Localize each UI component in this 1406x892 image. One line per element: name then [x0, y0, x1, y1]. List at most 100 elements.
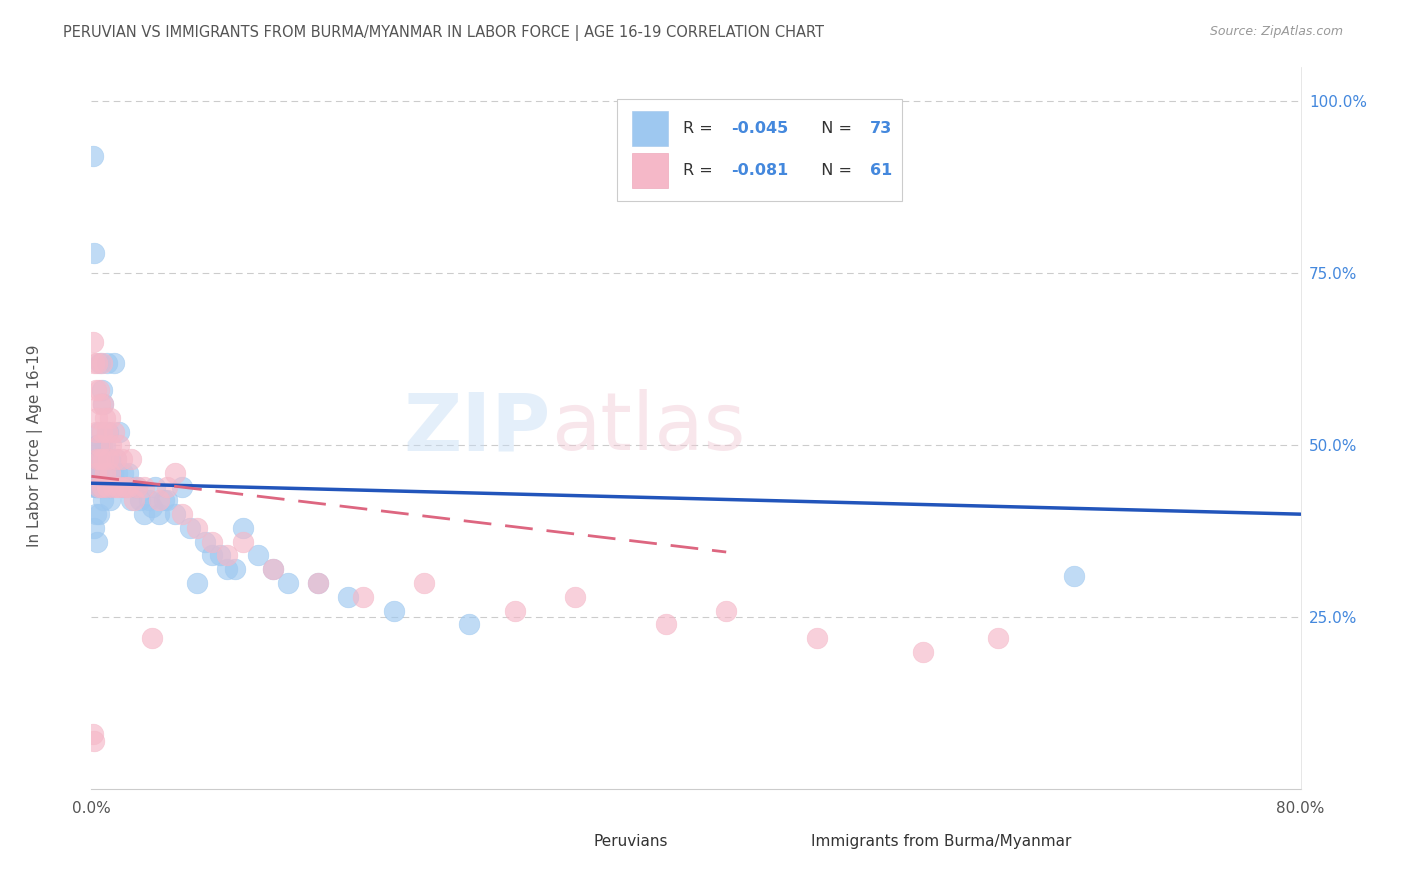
Point — [87, 438, 110, 452]
Point — [201, 534, 224, 549]
Point — [208, 549, 231, 563]
Point — [194, 534, 217, 549]
Point — [98, 466, 121, 480]
Point — [84, 425, 107, 439]
Point — [84, 452, 107, 467]
Point — [413, 576, 436, 591]
Point — [98, 452, 121, 467]
Point — [86, 410, 108, 425]
Text: 73: 73 — [870, 120, 893, 136]
Point — [87, 480, 110, 494]
Point — [217, 562, 239, 576]
Point — [101, 466, 124, 480]
Point — [97, 480, 120, 494]
Point — [128, 493, 150, 508]
Point — [94, 438, 117, 452]
Point — [103, 356, 125, 370]
Point — [82, 727, 104, 741]
Point — [94, 466, 117, 480]
Text: Immigrants from Burma/Myanmar: Immigrants from Burma/Myanmar — [811, 834, 1071, 849]
Point — [382, 603, 405, 617]
Point — [911, 645, 934, 659]
Point — [125, 480, 148, 494]
Text: ZIP: ZIP — [404, 389, 551, 467]
Point — [91, 356, 114, 370]
Point — [117, 480, 139, 494]
Point — [112, 466, 135, 480]
Point — [307, 576, 329, 591]
Point — [172, 507, 194, 521]
Point — [94, 480, 117, 494]
Point — [96, 480, 118, 494]
Point — [122, 493, 145, 508]
Point — [143, 480, 166, 494]
Point — [307, 576, 329, 591]
Point — [84, 480, 107, 494]
Point — [93, 397, 115, 411]
Point — [96, 356, 118, 370]
Point — [714, 603, 737, 617]
Point — [458, 617, 481, 632]
Point — [153, 493, 176, 508]
Point — [654, 617, 676, 632]
Point — [231, 534, 253, 549]
Point — [141, 631, 163, 645]
Point — [82, 149, 104, 163]
Point — [104, 452, 127, 467]
Point — [105, 480, 128, 494]
Point — [91, 425, 114, 439]
Point — [93, 493, 115, 508]
Point — [231, 521, 253, 535]
Point — [89, 480, 111, 494]
Text: In Labor Force | Age 16-19: In Labor Force | Age 16-19 — [27, 344, 44, 548]
Point — [337, 590, 360, 604]
Point — [83, 480, 105, 494]
Point — [89, 356, 111, 370]
Point — [91, 480, 114, 494]
Point — [987, 631, 1010, 645]
Point — [89, 452, 111, 467]
Text: -0.045: -0.045 — [731, 120, 789, 136]
Point — [89, 438, 111, 452]
Point — [83, 521, 105, 535]
FancyBboxPatch shape — [617, 99, 901, 201]
Point — [352, 590, 374, 604]
Point — [186, 576, 208, 591]
Point — [82, 335, 104, 350]
Text: N =: N = — [811, 120, 858, 136]
Point — [86, 466, 108, 480]
Point — [114, 480, 136, 494]
Point — [262, 562, 284, 576]
Point — [97, 452, 120, 467]
Point — [86, 534, 108, 549]
Point — [503, 603, 526, 617]
Text: Peruvians: Peruvians — [593, 834, 668, 849]
Point — [277, 576, 299, 591]
Point — [1063, 569, 1085, 583]
Point — [87, 452, 110, 467]
Text: atlas: atlas — [551, 389, 745, 467]
Point — [87, 507, 110, 521]
Point — [107, 438, 129, 452]
Point — [134, 480, 156, 494]
Point — [87, 384, 110, 398]
Point — [83, 356, 105, 370]
Point — [141, 500, 163, 515]
Point — [217, 549, 239, 563]
Point — [98, 493, 121, 508]
Point — [84, 507, 107, 521]
Point — [91, 384, 114, 398]
Point — [156, 480, 179, 494]
Text: Source: ZipAtlas.com: Source: ZipAtlas.com — [1209, 25, 1343, 38]
Point — [104, 452, 127, 467]
Point — [84, 466, 107, 480]
Point — [111, 452, 132, 467]
Point — [163, 466, 186, 480]
Point — [186, 521, 208, 535]
Point — [125, 480, 148, 494]
Point — [87, 425, 110, 439]
Point — [96, 466, 118, 480]
Point — [156, 493, 179, 508]
Point — [84, 466, 107, 480]
Point — [86, 452, 108, 467]
